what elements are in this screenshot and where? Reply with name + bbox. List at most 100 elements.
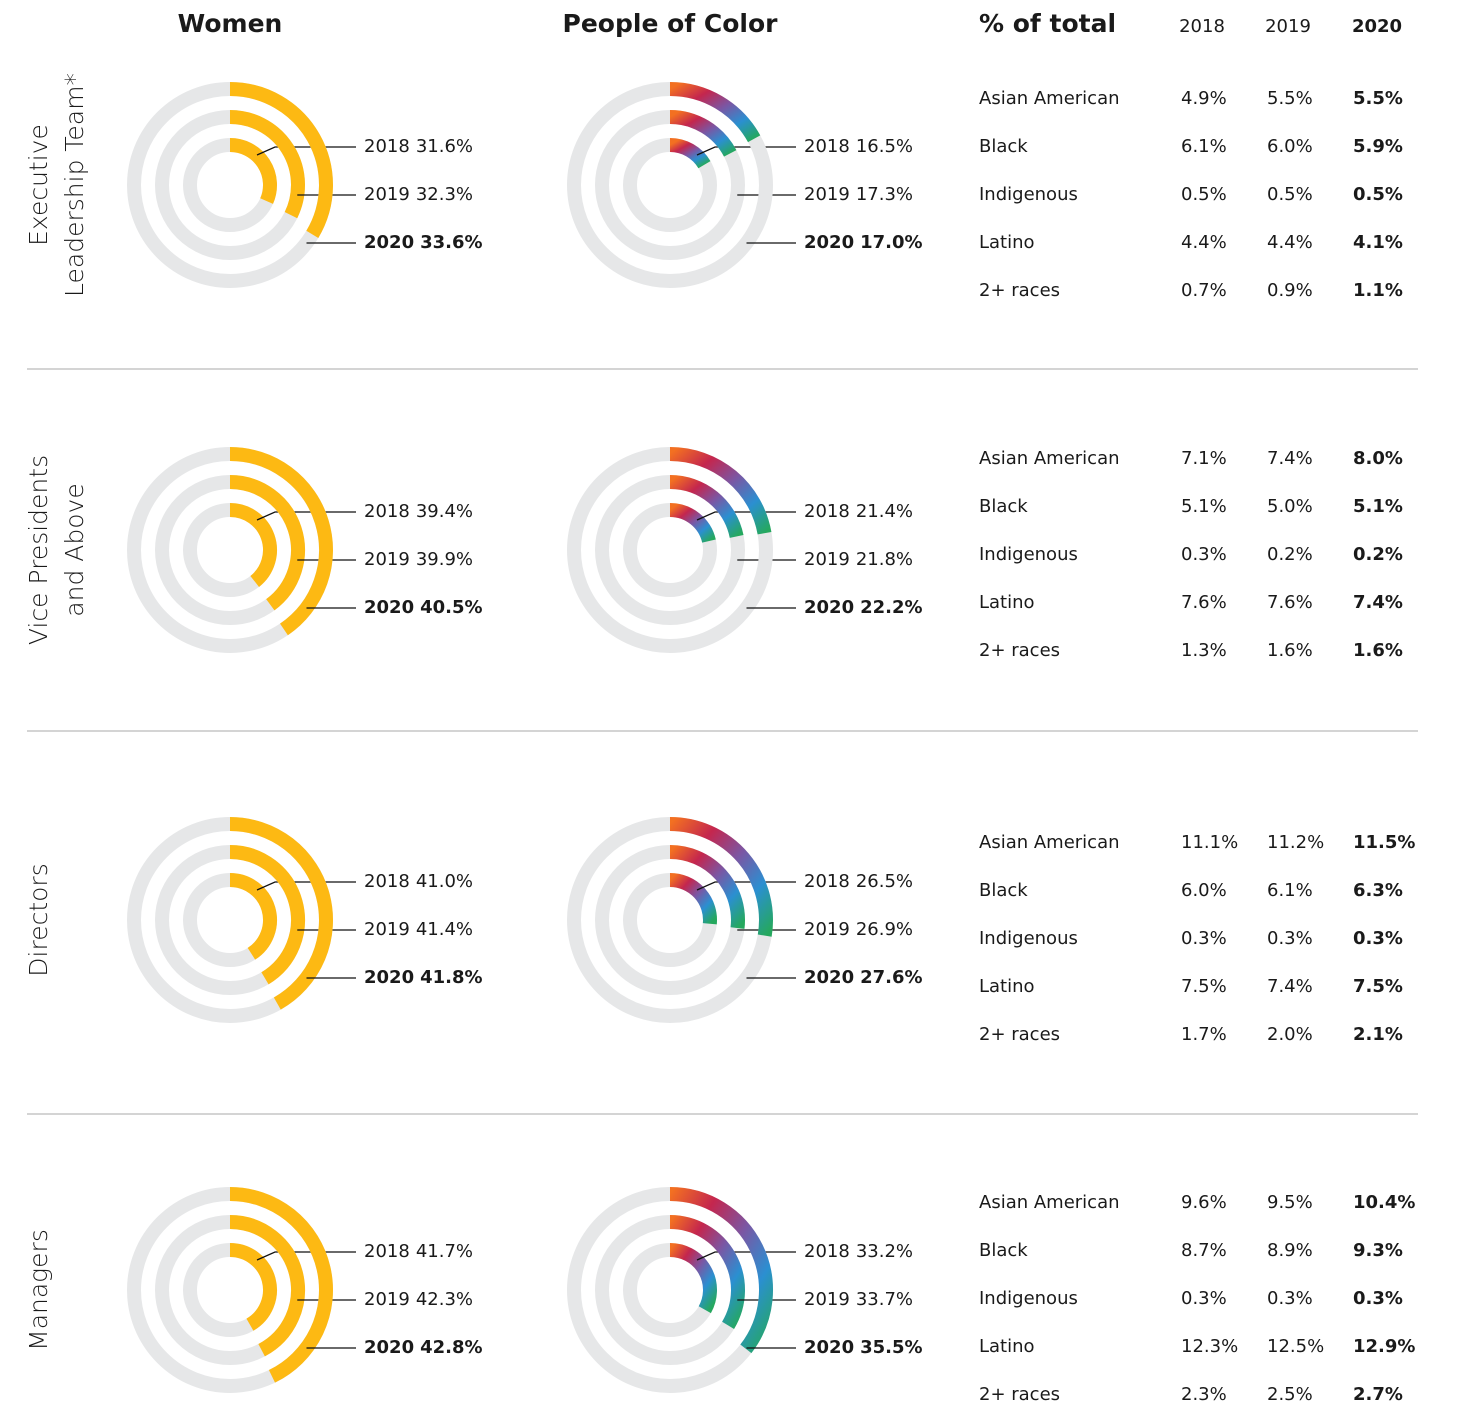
data-label: 41.4% — [416, 919, 473, 940]
radial-bar — [229, 82, 333, 238]
column-title: Women — [178, 9, 283, 38]
category-label: 2018 — [804, 136, 850, 157]
data-label: 32.3% — [416, 184, 473, 205]
table-row-label: Asian American — [979, 832, 1120, 853]
data-label: 42.3% — [416, 1289, 473, 1310]
table-column-header: 2018 — [1179, 16, 1225, 37]
table-cell: 11.1% — [1181, 832, 1238, 853]
table-cell: 0.5% — [1267, 184, 1313, 205]
table-cell: 5.1% — [1353, 496, 1403, 517]
table-cell: 0.9% — [1267, 280, 1313, 301]
table-cell: 6.1% — [1267, 880, 1313, 901]
table-cell: 6.3% — [1353, 880, 1403, 901]
radial-bar — [669, 110, 737, 157]
radial-bar — [669, 138, 711, 169]
value-label: 2018 39.4% — [364, 501, 473, 522]
table-cell: 10.4% — [1353, 1192, 1415, 1213]
value-label: 2018 31.6% — [364, 136, 473, 157]
leader-line — [256, 146, 356, 156]
data-label: 26.9% — [856, 919, 913, 940]
table-row-label: Black — [979, 136, 1028, 157]
category-label: 2020 — [364, 967, 414, 988]
table-cell: 1.7% — [1181, 1024, 1227, 1045]
table-row-label: Latino — [979, 976, 1035, 997]
data-label: 22.2% — [860, 597, 922, 618]
table-cell: 9.6% — [1181, 1192, 1227, 1213]
value-label: 2019 41.4% — [364, 919, 473, 940]
data-label: 33.2% — [856, 1241, 913, 1262]
table-row-label: 2+ races — [979, 1024, 1060, 1045]
data-label: 33.6% — [420, 232, 482, 253]
table-row-label: Latino — [979, 592, 1035, 613]
table-cell: 4.4% — [1267, 232, 1313, 253]
table-cell: 0.5% — [1181, 184, 1227, 205]
row-title: Executive — [24, 124, 53, 246]
category-label: 2018 — [804, 501, 850, 522]
table-cell: 12.5% — [1267, 1336, 1324, 1357]
category-label: 2018 — [364, 871, 410, 892]
radial-bar — [669, 82, 761, 143]
value-label: 2020 42.8% — [364, 1337, 483, 1358]
table-row-label: Black — [979, 880, 1028, 901]
radial-bar — [229, 110, 305, 219]
category-label: 2018 — [804, 871, 850, 892]
value-label: 2020 33.6% — [364, 232, 483, 253]
radial-bar — [669, 1215, 745, 1329]
table-cell: 12.3% — [1181, 1336, 1238, 1357]
data-label: 40.5% — [420, 597, 482, 618]
data-label: 21.4% — [856, 501, 913, 522]
value-label: 2018 26.5% — [804, 871, 913, 892]
table-cell: 9.3% — [1353, 1240, 1403, 1261]
table-cell: 0.2% — [1353, 544, 1403, 565]
column-title: People of Color — [563, 9, 779, 38]
radial-bar — [229, 817, 333, 1010]
radial-bar — [669, 475, 744, 539]
category-label: 2019 — [364, 919, 410, 940]
row-title: Managers — [24, 1229, 53, 1351]
category-label: 2020 — [364, 597, 414, 618]
table-cell: 6.1% — [1181, 136, 1227, 157]
table-cell: 2.7% — [1353, 1384, 1403, 1405]
data-label: 26.5% — [856, 871, 913, 892]
table-cell: 5.5% — [1267, 88, 1313, 109]
table-row-label: Indigenous — [979, 544, 1078, 565]
table-row-label: Black — [979, 1240, 1028, 1261]
value-label: 2020 27.6% — [804, 967, 923, 988]
table-cell: 8.0% — [1353, 448, 1403, 469]
data-label: 27.6% — [860, 967, 922, 988]
category-label: 2020 — [804, 967, 854, 988]
category-label: 2018 — [804, 1241, 850, 1262]
radial-bar — [669, 503, 716, 543]
table-cell: 5.0% — [1267, 496, 1313, 517]
table-cell: 5.9% — [1353, 136, 1403, 157]
table-cell: 8.9% — [1267, 1240, 1313, 1261]
category-label: 2019 — [804, 184, 850, 205]
radial-bar — [229, 1243, 277, 1331]
table-cell: 1.6% — [1353, 640, 1403, 661]
table-cell: 11.5% — [1353, 832, 1415, 853]
value-label: 2019 42.3% — [364, 1289, 473, 1310]
value-label: 2019 33.7% — [804, 1289, 913, 1310]
data-label: 42.8% — [420, 1337, 482, 1358]
value-label: 2019 17.3% — [804, 184, 913, 205]
leader-line — [696, 1251, 796, 1261]
radial-bar — [229, 873, 277, 960]
category-label: 2019 — [364, 184, 410, 205]
table-cell: 11.2% — [1267, 832, 1324, 853]
radial-bar — [229, 845, 305, 985]
table-cell: 0.3% — [1267, 928, 1313, 949]
value-label: 2018 16.5% — [804, 136, 913, 157]
table-cell: 0.3% — [1353, 928, 1403, 949]
value-label: 2018 21.4% — [804, 501, 913, 522]
data-label: 33.7% — [856, 1289, 913, 1310]
category-label: 2018 — [364, 136, 410, 157]
table-column-header: 2019 — [1265, 16, 1311, 37]
table-cell: 7.4% — [1353, 592, 1403, 613]
table-cell: 4.4% — [1181, 232, 1227, 253]
table-row-label: Latino — [979, 1336, 1035, 1357]
data-label: 41.8% — [420, 967, 482, 988]
table-cell: 4.9% — [1181, 88, 1227, 109]
table-cell: 6.0% — [1267, 136, 1313, 157]
category-label: 2019 — [364, 549, 410, 570]
table-row-label: Asian American — [979, 1192, 1120, 1213]
